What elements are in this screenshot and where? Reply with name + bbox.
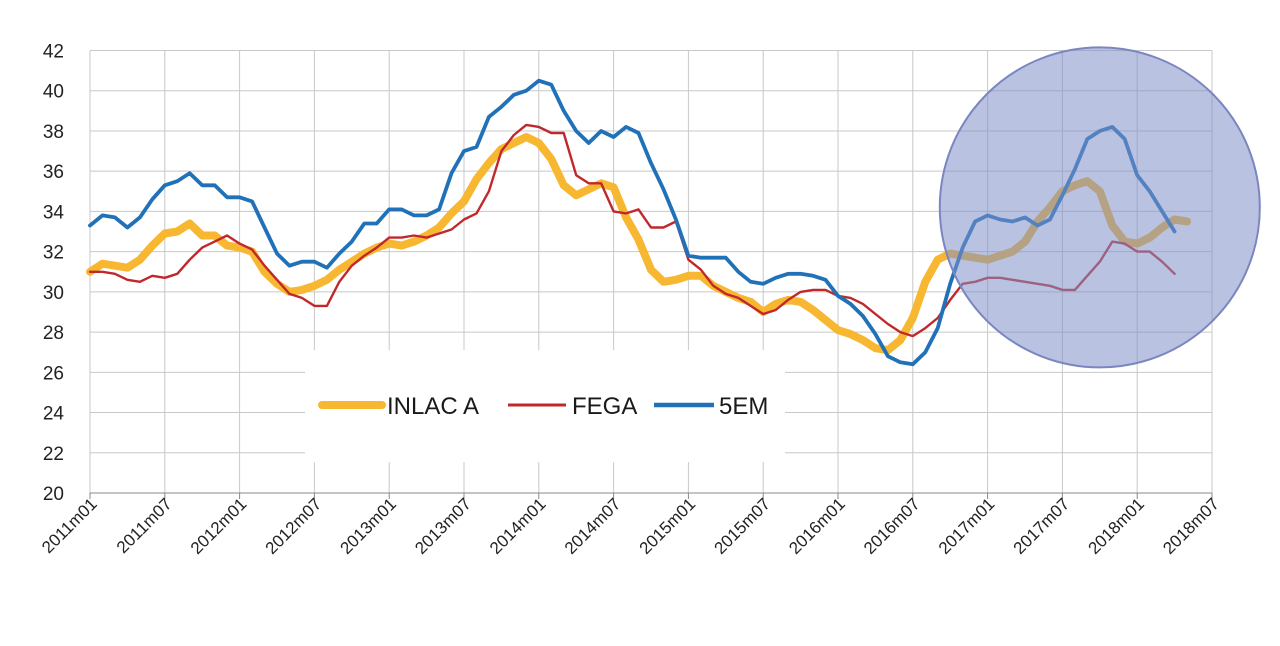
legend-label-inlac-a: INLAC A [387, 393, 479, 420]
y-tick-label: 36 [43, 162, 64, 183]
y-tick-label: 42 [43, 42, 64, 63]
x-tick-label: 2015m01 [636, 494, 700, 558]
x-tick-label: 2012m01 [187, 494, 251, 558]
x-axis-ticks: 2011m01 2011m07 2012m01 2012m07 2013m01 2013m… [38, 493, 1223, 558]
y-tick-label: 40 [43, 82, 64, 103]
y-tick-label: 26 [43, 363, 64, 384]
y-tick-label: 34 [43, 202, 65, 223]
y-tick-label: 24 [43, 404, 65, 425]
legend-label-fega: FEGA [572, 393, 637, 420]
x-tick-label: 2013m01 [336, 494, 400, 558]
x-tick-label: 2014m01 [486, 494, 550, 558]
y-tick-label: 22 [43, 444, 64, 465]
x-tick-label: 2015m07 [710, 494, 774, 558]
x-tick-label: 2018m07 [1159, 494, 1223, 558]
y-tick-label: 30 [43, 283, 64, 304]
x-tick-label: 2012m07 [262, 494, 326, 558]
y-tick-label: 20 [43, 484, 64, 505]
highlight-circle [938, 46, 1261, 369]
x-tick-label: 2016m07 [860, 494, 924, 558]
x-tick-label: 2018m01 [1084, 494, 1148, 558]
legend: INLAC A FEGA 5EM [305, 350, 785, 462]
x-tick-label: 2013m07 [411, 494, 475, 558]
x-tick-label: 2017m01 [935, 494, 999, 558]
x-tick-label: 2016m01 [785, 494, 849, 558]
y-tick-label: 32 [43, 243, 64, 264]
x-tick-label: 2014m07 [561, 494, 625, 558]
y-axis-ticks: 20 22 24 26 28 30 32 34 36 38 40 42 [43, 42, 65, 506]
y-tick-label: 38 [43, 122, 64, 143]
x-tick-label: 2011m07 [113, 494, 176, 557]
legend-label-5em: 5EM [719, 393, 768, 420]
y-tick-label: 28 [43, 323, 64, 344]
x-tick-label: 2017m07 [1010, 494, 1074, 558]
